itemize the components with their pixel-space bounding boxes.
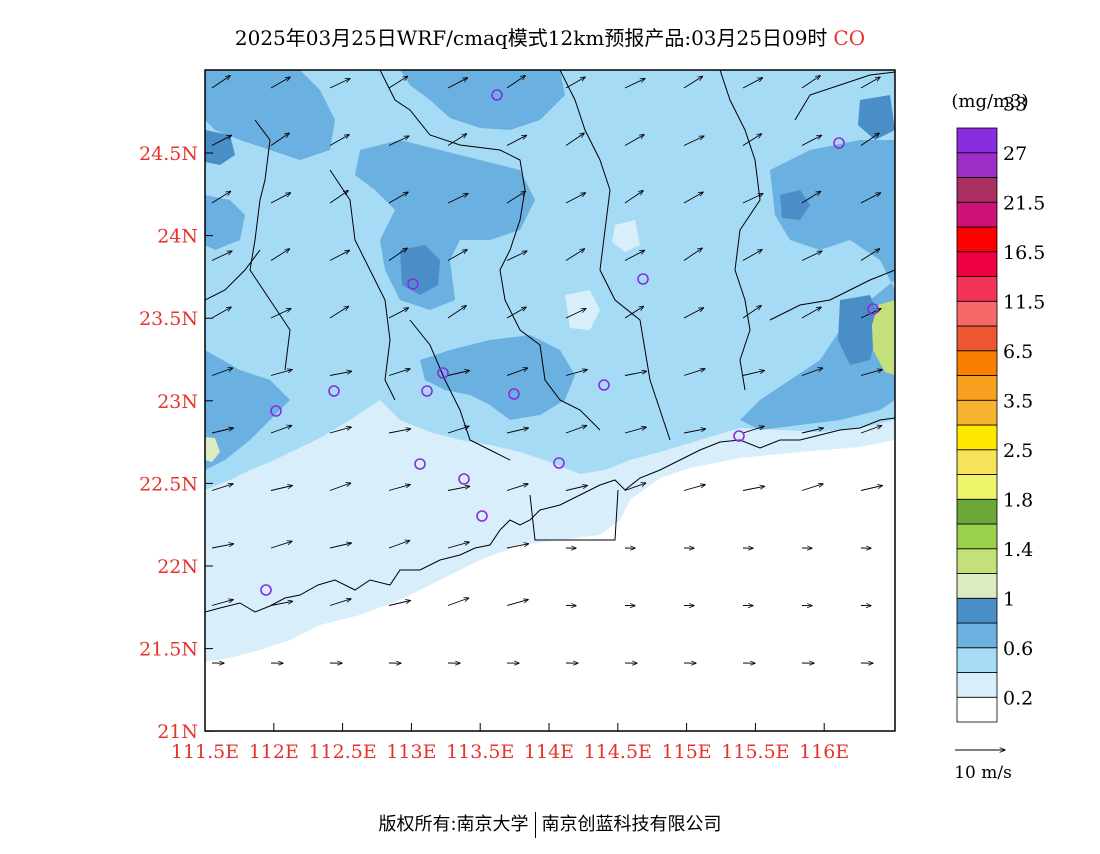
colorbar-swatch <box>957 524 997 549</box>
colorbar-label: 1.4 <box>1003 539 1033 561</box>
colorbar-swatch <box>957 277 997 302</box>
reference-vector-label: 10 m/s <box>954 763 1012 783</box>
colorbar-swatch <box>957 202 997 227</box>
colorbar-swatch <box>957 697 997 722</box>
colorbar-swatch <box>957 376 997 401</box>
colorbar-label: 0.6 <box>1003 638 1033 660</box>
colorbar-swatch <box>957 499 997 524</box>
lat-tick-label: 24.5N <box>139 143 198 165</box>
lon-tick-label: 116E <box>799 741 849 763</box>
colorbar-label: 6.5 <box>1003 341 1033 363</box>
lon-tick-label: 111.5E <box>171 741 239 763</box>
colorbar-swatch <box>957 326 997 351</box>
colorbar-swatch <box>957 598 997 623</box>
colorbar-swatch <box>957 475 997 500</box>
lon-tick-label: 113.5E <box>446 741 514 763</box>
copyright-right: 南京创蓝科技有限公司 <box>542 814 722 835</box>
colorbar-label: 16.5 <box>1003 242 1045 264</box>
colorbar-label: 27 <box>1003 143 1027 165</box>
lat-tick-label: 21.5N <box>139 639 198 661</box>
colorbar-swatch <box>957 425 997 450</box>
lon-tick-label: 112.5E <box>308 741 376 763</box>
lon-tick-label: 113E <box>386 741 436 763</box>
lat-tick-label: 22N <box>157 556 198 578</box>
footer-separator <box>535 812 536 838</box>
latitude-axis: 24.5N 24N 23.5N 23N 22.5N 22N 21.5N 21N <box>139 143 213 743</box>
lon-tick-label: 114.5E <box>584 741 652 763</box>
colorbar-swatch <box>957 623 997 648</box>
colorbar-swatch <box>957 351 997 376</box>
lat-tick-label: 22.5N <box>139 473 198 495</box>
colorbar-label: 1.8 <box>1003 489 1033 511</box>
colorbar-label: 1 <box>1003 588 1015 610</box>
colorbar-swatch <box>957 178 997 203</box>
colorbar-label: 2.5 <box>1003 440 1033 462</box>
colorbar-label: 33 <box>1003 93 1027 115</box>
colorbar-label: 21.5 <box>1003 192 1045 214</box>
colorbar-swatch <box>957 252 997 277</box>
copyright-footer: 版权所有:南京大学南京创蓝科技有限公司 <box>0 810 1100 838</box>
colorbar-swatch <box>957 153 997 178</box>
colorbar-swatch <box>957 673 997 698</box>
lon-tick-label: 115E <box>662 741 712 763</box>
concentration-field <box>205 70 895 731</box>
lat-tick-label: 23N <box>157 391 198 413</box>
colorbar-label: 3.5 <box>1003 390 1033 412</box>
copyright-left: 版权所有:南京大学 <box>378 814 528 835</box>
colorbar-swatch <box>957 301 997 326</box>
lat-tick-label: 21N <box>157 721 198 743</box>
colorbar-label: 11.5 <box>1003 291 1045 313</box>
lon-tick-label: 115.5E <box>721 741 789 763</box>
colorbar-swatch <box>957 128 997 153</box>
colorbar: 0.2 0.6 1 1.4 1.8 2.5 3.5 6.5 11.5 16.5 21.5 27 33 <box>957 93 1045 722</box>
colorbar-swatch <box>957 648 997 673</box>
colorbar-swatch <box>957 400 997 425</box>
lat-tick-label: 23.5N <box>139 308 198 330</box>
lon-tick-label: 112E <box>249 741 299 763</box>
colorbar-swatch <box>957 549 997 574</box>
lon-tick-label: 114E <box>524 741 574 763</box>
colorbar-swatch <box>957 450 997 475</box>
colorbar-swatch <box>957 574 997 599</box>
lat-tick-label: 24N <box>157 226 198 248</box>
colorbar-swatch <box>957 227 997 252</box>
colorbar-label: 0.2 <box>1003 687 1033 709</box>
